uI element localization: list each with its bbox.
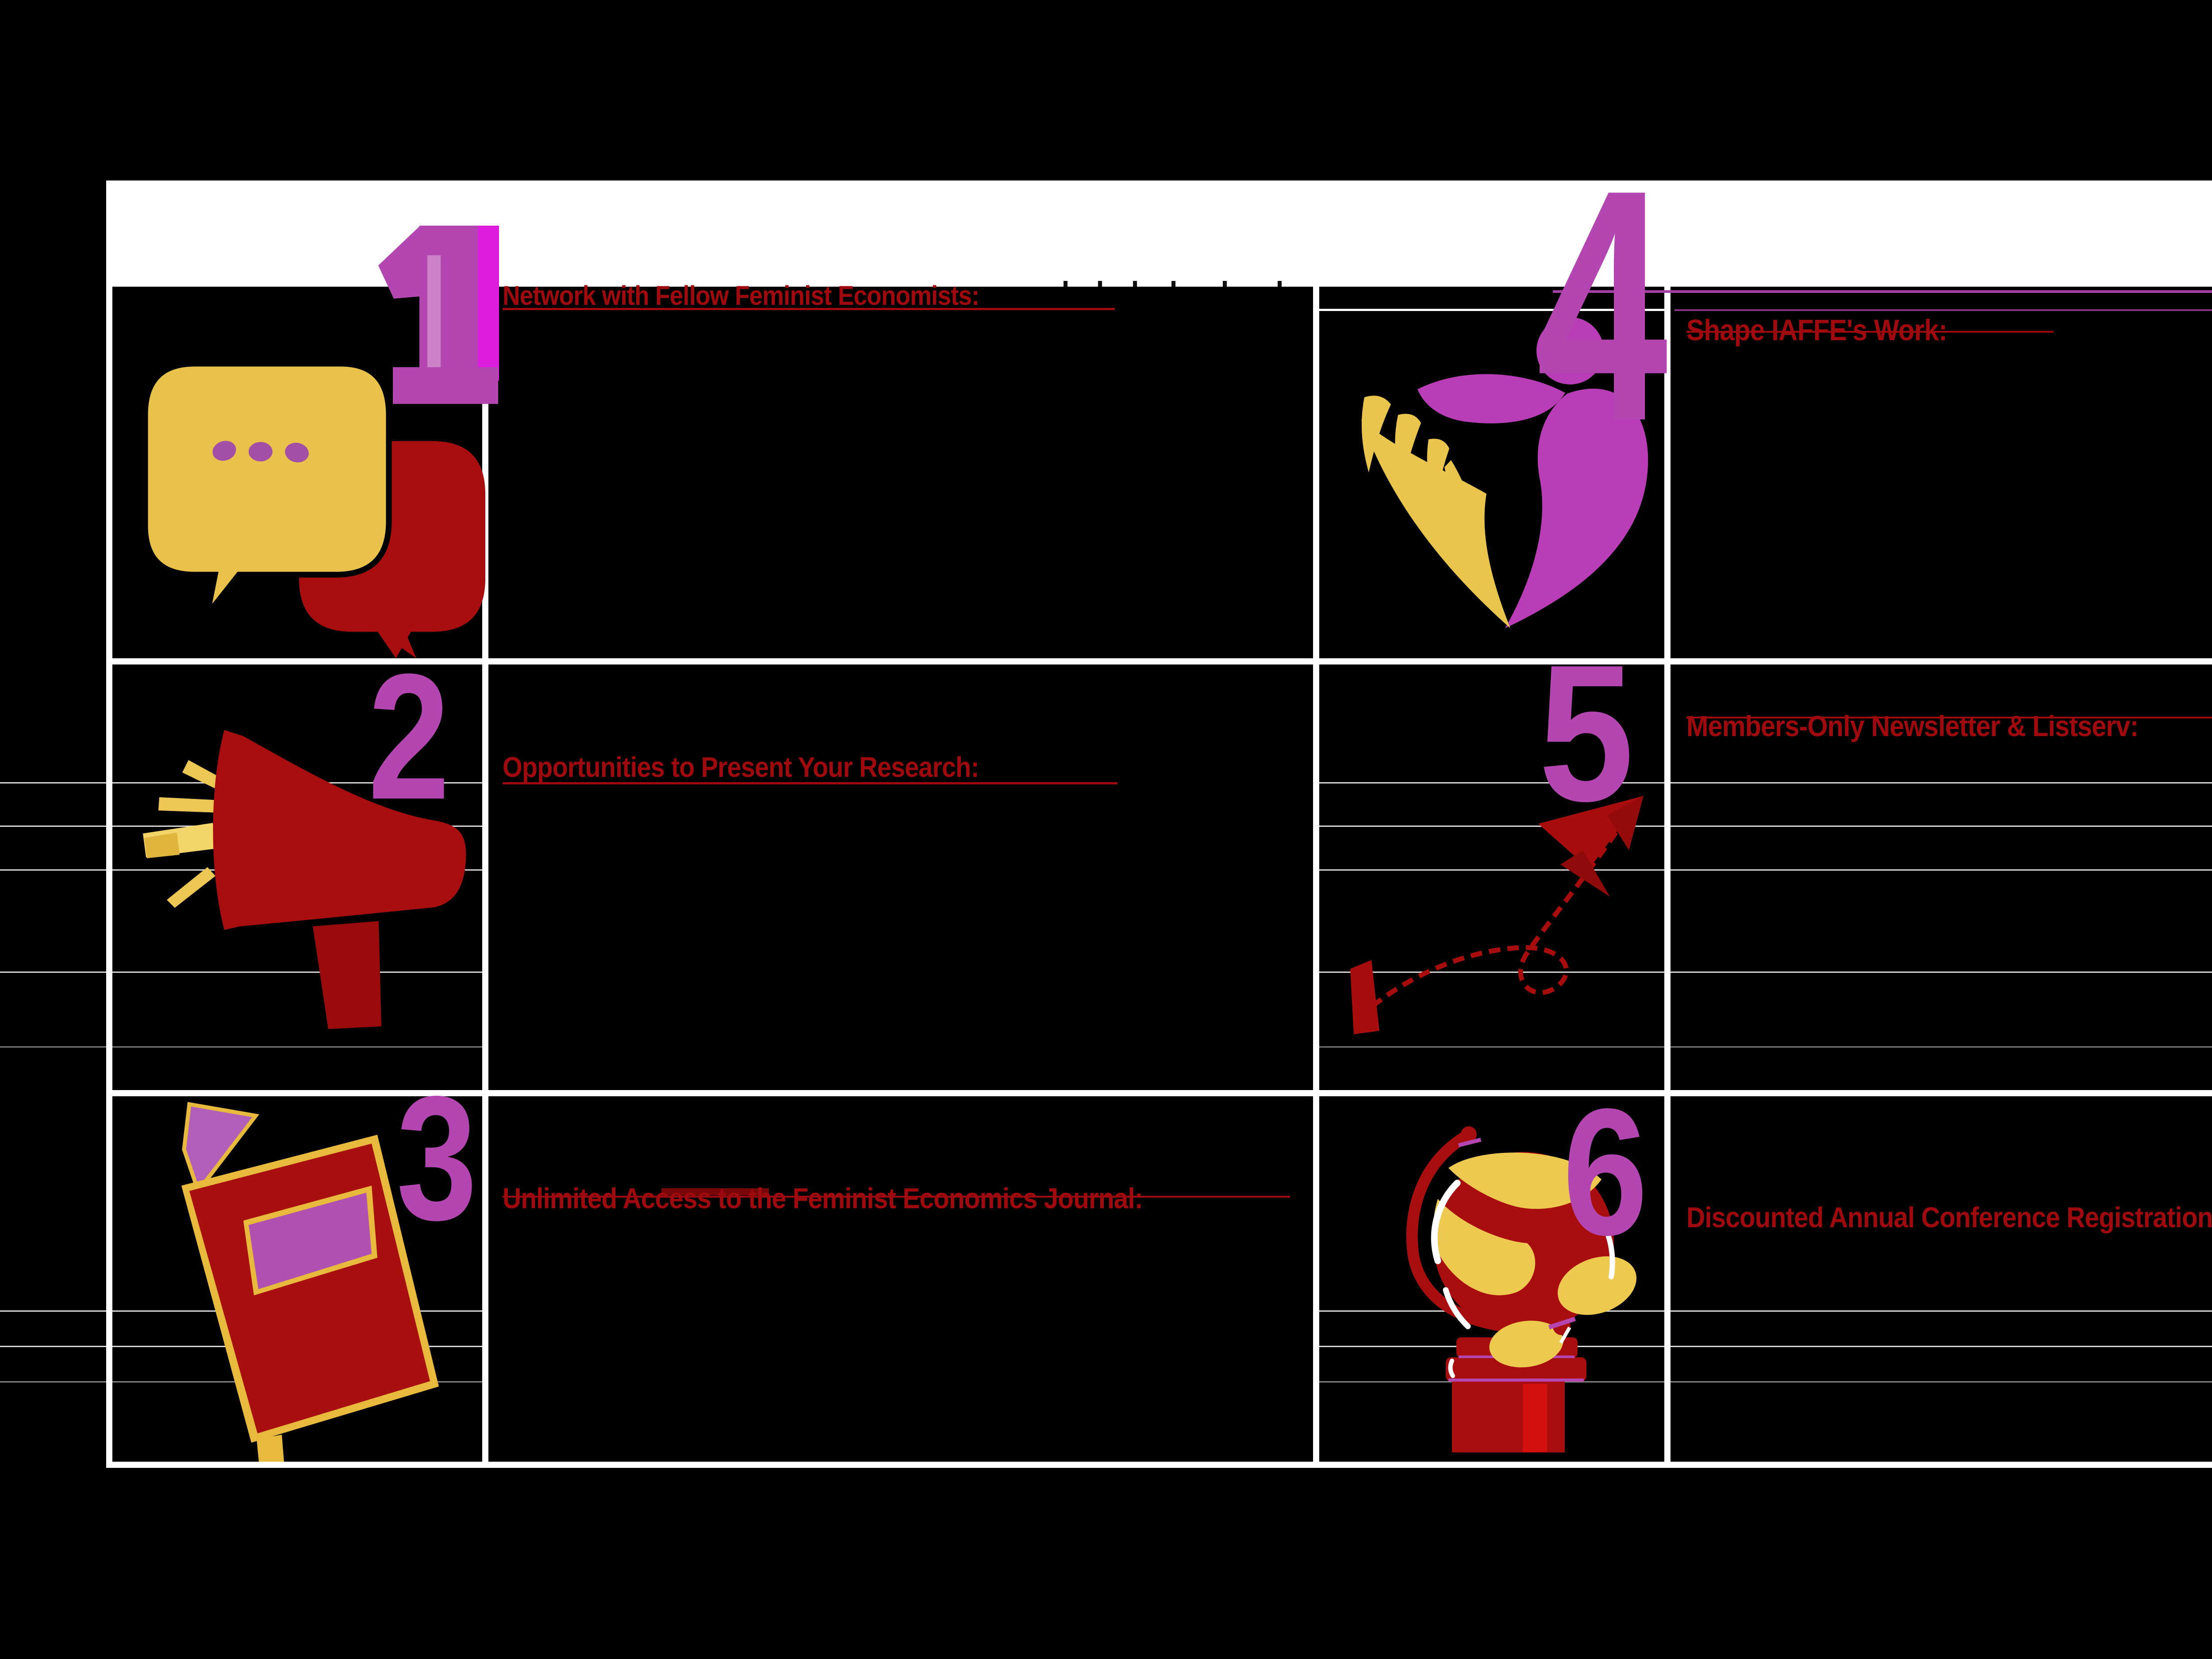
cell-text-2 — [488, 664, 1313, 1090]
stand-top-trim — [1458, 1137, 1482, 1148]
numeral-1-base — [393, 367, 498, 404]
heading3-strikeline — [503, 1196, 1290, 1198]
cell-text-5 — [1671, 664, 2212, 1090]
benefit-6-heading: Discounted Annual Conference Registratio… — [1686, 1201, 2212, 1233]
benefit-2-heading: Opportunities to Present Your Research: — [503, 751, 979, 783]
heading1-underline — [503, 308, 1115, 310]
pedestal-step — [1446, 1357, 1586, 1382]
numeral-1-flag — [378, 226, 420, 299]
globe-land — [1448, 1152, 1601, 1209]
globe-land — [1433, 1199, 1536, 1295]
hand-thumb — [1444, 460, 1485, 575]
heading5-topline — [1686, 717, 2212, 718]
numeral-1-accent — [478, 226, 499, 380]
numeral-4: 4 — [1536, 121, 1668, 489]
number4-crossbar-line — [1553, 290, 2212, 293]
globe-land — [1489, 1321, 1563, 1367]
pedestal-column — [1452, 1382, 1565, 1452]
text-ascender-tick — [1133, 281, 1137, 287]
numeral-6: 6 — [1563, 1071, 1648, 1273]
numeral-2: 2 — [368, 636, 450, 837]
cell-text-4 — [1671, 287, 2212, 658]
cellD-purple-rule — [1674, 309, 2212, 311]
cell-text-3 — [488, 1096, 1313, 1462]
pedestal-highlight — [1523, 1384, 1547, 1452]
megaphone-handle — [313, 921, 381, 1029]
speech-bubbles-icon — [142, 361, 485, 658]
heading2-underline — [503, 782, 1118, 784]
numeral-1-icon — [378, 226, 499, 404]
yellow-bubble — [142, 361, 392, 617]
trail-start-bar — [1350, 960, 1379, 1034]
stand-axis-shine — [1559, 1326, 1571, 1344]
globe-shine — [1431, 1179, 1461, 1264]
numeral-1-highlight — [427, 255, 441, 375]
bubble-dot — [249, 442, 273, 461]
heading4-underline — [1686, 331, 2054, 333]
globe-icon — [1406, 1126, 1637, 1452]
stand-top-knob — [1461, 1126, 1477, 1142]
text-ascender-tick — [1171, 281, 1175, 287]
stand-axis-trim — [1548, 1317, 1576, 1330]
benefit-3-heading: Unlimited Access to the Feminist Economi… — [503, 1182, 1143, 1214]
benefit-4-heading: Shape IAFFE's Work: — [1686, 314, 1947, 347]
text-ascender-tick — [1064, 281, 1068, 287]
book-cover — [189, 1144, 430, 1433]
sound-ray-shade — [144, 833, 180, 858]
text-ascender-tick — [1223, 281, 1227, 287]
numeral-3: 3 — [396, 1059, 477, 1257]
text-ascender-tick — [1098, 281, 1102, 287]
heart-right-lobe — [1505, 388, 1648, 628]
plane-fin — [1560, 850, 1610, 897]
paper-plane-icon — [1350, 796, 1644, 1034]
megaphone-icon — [143, 730, 466, 1029]
megaphone-body — [213, 730, 466, 930]
globe-shine — [1603, 1226, 1615, 1279]
book-icon — [181, 1102, 439, 1462]
figure-head — [1536, 317, 1604, 384]
globe-shine — [1443, 1287, 1471, 1329]
benefit-1-heading: Network with Fellow Feminist Economists: — [503, 280, 979, 311]
sound-ray — [167, 867, 215, 908]
hand-palm — [1361, 419, 1510, 628]
globe-land — [1557, 1256, 1637, 1315]
cell-text-1 — [488, 287, 1313, 658]
pedestal-trim — [1448, 1379, 1584, 1382]
figure-arm — [1417, 374, 1565, 423]
hands-heart-icon — [1361, 317, 1648, 628]
book-label — [249, 1193, 372, 1289]
text-ascender-tick — [1278, 281, 1282, 287]
benefit-5-heading: Members-Only Newsletter & Listserv: — [1686, 710, 2139, 742]
red-bubble-tail — [372, 623, 416, 658]
numeral-5: 5 — [1539, 625, 1634, 842]
plane-body — [1607, 796, 1644, 850]
cell-text-6 — [1671, 1096, 2212, 1462]
pedestal-shine — [1448, 1359, 1455, 1378]
bubble-dot — [212, 441, 236, 461]
cell4-white-rule — [1319, 309, 1664, 311]
heading3-darkbar — [661, 1188, 769, 1195]
bookmark — [257, 1435, 284, 1462]
bubble-dot — [285, 442, 309, 463]
sound-ray — [158, 797, 231, 813]
